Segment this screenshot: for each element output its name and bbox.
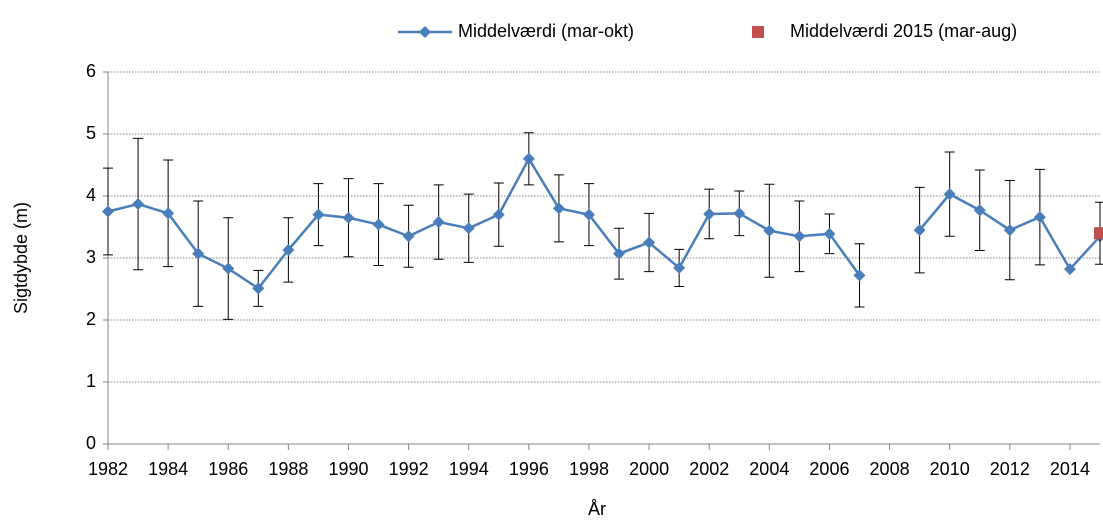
marker <box>1094 227 1103 240</box>
x-tick-label: 1988 <box>268 459 308 479</box>
x-tick-label: 2006 <box>809 459 849 479</box>
marker <box>1033 211 1046 224</box>
marker <box>342 211 355 224</box>
marker <box>943 188 956 201</box>
marker <box>1003 224 1016 237</box>
marker <box>703 207 716 220</box>
marker <box>372 218 385 231</box>
x-tick-label: 1994 <box>449 459 489 479</box>
marker <box>192 247 205 260</box>
marker <box>252 282 265 295</box>
x-tick-label: 2004 <box>749 459 789 479</box>
marker <box>282 243 295 256</box>
series-line <box>107 156 1101 291</box>
marker <box>552 202 565 215</box>
x-tick-label: 1996 <box>509 459 549 479</box>
y-tick-label: 1 <box>86 371 96 391</box>
marker <box>582 208 595 221</box>
marker <box>793 230 806 243</box>
x-tick-label: 2000 <box>629 459 669 479</box>
marker <box>462 222 475 235</box>
marker <box>102 205 114 218</box>
marker <box>222 262 235 275</box>
y-tick-label: 0 <box>86 433 96 453</box>
x-tick-label: 2010 <box>930 459 970 479</box>
x-tick-label: 1992 <box>389 459 429 479</box>
marker <box>492 208 505 221</box>
marker <box>312 208 325 221</box>
marker <box>613 247 626 260</box>
y-tick-label: 4 <box>86 185 96 205</box>
marker <box>432 216 445 229</box>
y-axis-label: Sigtdybde (m) <box>11 202 31 314</box>
y-tick-label: 5 <box>86 123 96 143</box>
x-tick-label: 1986 <box>208 459 248 479</box>
marker <box>733 207 746 220</box>
legend-marker <box>752 26 764 38</box>
y-tick-label: 2 <box>86 309 96 329</box>
marker <box>913 224 926 237</box>
marker <box>162 207 175 220</box>
x-tick-label: 1990 <box>328 459 368 479</box>
marker <box>643 236 656 249</box>
x-tick-label: 1984 <box>148 459 188 479</box>
marker <box>132 198 145 211</box>
x-tick-label: 2012 <box>990 459 1030 479</box>
marker <box>973 204 986 217</box>
x-axis-label: År <box>588 499 606 519</box>
marker <box>522 152 535 165</box>
x-tick-label: 2014 <box>1050 459 1090 479</box>
legend-label: Middelværdi 2015 (mar-aug) <box>790 21 1017 41</box>
marker <box>1063 263 1076 276</box>
marker <box>763 224 776 237</box>
x-tick-label: 2002 <box>689 459 729 479</box>
legend-label: Middelværdi (mar-okt) <box>458 21 634 41</box>
x-tick-label: 2008 <box>870 459 910 479</box>
x-tick-label: 1982 <box>88 459 128 479</box>
y-tick-label: 6 <box>86 61 96 81</box>
marker <box>402 230 415 243</box>
marker <box>823 227 836 240</box>
legend-marker <box>419 26 431 38</box>
x-tick-label: 1998 <box>569 459 609 479</box>
marker <box>853 269 866 282</box>
marker <box>673 261 686 274</box>
y-tick-label: 3 <box>86 247 96 267</box>
